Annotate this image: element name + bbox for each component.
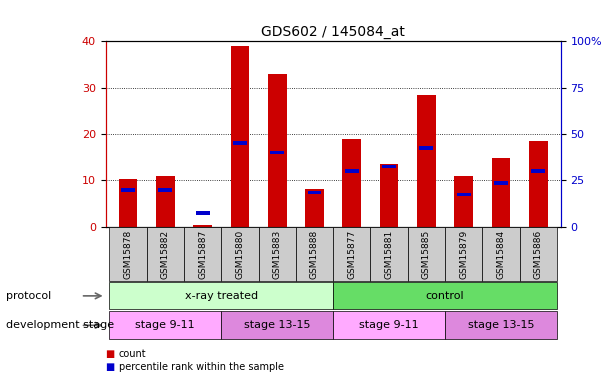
FancyBboxPatch shape [147,227,184,281]
Bar [156,176,174,227]
Bar [268,74,286,227]
FancyBboxPatch shape [333,227,370,281]
Text: GSM15879: GSM15879 [459,230,469,279]
Bar [119,179,137,227]
FancyBboxPatch shape [482,227,520,281]
Title: GDS602 / 145084_at: GDS602 / 145084_at [261,25,405,39]
Bar [193,225,212,227]
Bar [195,211,210,215]
FancyBboxPatch shape [408,227,445,281]
Bar [420,146,434,150]
Bar [382,165,396,168]
Text: GSM15884: GSM15884 [497,230,505,279]
Bar [492,158,510,227]
FancyBboxPatch shape [221,227,259,281]
Text: stage 9-11: stage 9-11 [136,320,195,330]
Text: GSM15881: GSM15881 [385,230,394,279]
Text: GSM15885: GSM15885 [422,230,431,279]
Text: development stage: development stage [6,320,114,330]
Bar [456,192,471,196]
Text: ■: ■ [106,350,115,359]
Bar [455,176,473,227]
Bar [230,46,249,227]
Bar [121,188,135,192]
Bar [305,189,324,227]
Bar [270,151,284,154]
FancyBboxPatch shape [109,227,147,281]
Text: count: count [119,350,147,359]
Text: ■: ■ [106,362,115,372]
Text: GSM15880: GSM15880 [235,230,244,279]
FancyBboxPatch shape [184,227,221,281]
Bar [531,170,545,173]
Text: GSM15886: GSM15886 [534,230,543,279]
FancyBboxPatch shape [109,282,333,309]
Bar [158,188,172,192]
Bar [345,170,359,173]
Bar [380,164,399,227]
Text: percentile rank within the sample: percentile rank within the sample [119,362,284,372]
Text: stage 9-11: stage 9-11 [359,320,419,330]
FancyBboxPatch shape [370,227,408,281]
Bar [417,94,436,227]
Text: GSM15882: GSM15882 [161,230,169,279]
Text: x-ray treated: x-ray treated [185,291,257,301]
Text: stage 13-15: stage 13-15 [468,320,534,330]
Text: stage 13-15: stage 13-15 [244,320,311,330]
Text: GSM15887: GSM15887 [198,230,207,279]
Text: GSM15877: GSM15877 [347,230,356,279]
Bar [308,190,321,194]
FancyBboxPatch shape [520,227,557,281]
FancyBboxPatch shape [445,227,482,281]
FancyBboxPatch shape [445,311,557,339]
Bar [343,139,361,227]
Text: control: control [426,291,464,301]
Bar [233,141,247,145]
FancyBboxPatch shape [259,227,296,281]
Text: protocol: protocol [6,291,51,301]
Bar [494,182,508,185]
FancyBboxPatch shape [296,227,333,281]
Text: GSM15883: GSM15883 [273,230,282,279]
FancyBboxPatch shape [333,282,557,309]
FancyBboxPatch shape [333,311,445,339]
FancyBboxPatch shape [109,311,221,339]
FancyBboxPatch shape [221,311,333,339]
Text: GSM15878: GSM15878 [124,230,133,279]
Text: GSM15888: GSM15888 [310,230,319,279]
Bar [529,141,548,227]
